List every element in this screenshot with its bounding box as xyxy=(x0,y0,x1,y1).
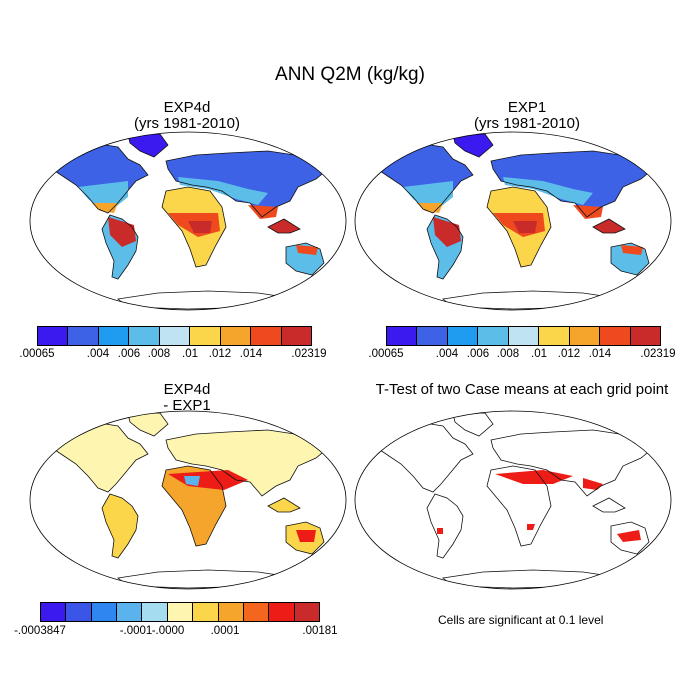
colorbar-swatch xyxy=(129,327,160,345)
colorbar-swatch xyxy=(117,603,143,621)
colorbar-tick-label: -.0000 xyxy=(151,625,185,637)
colorbar-swatch xyxy=(478,327,509,345)
colorbar-diff xyxy=(40,602,320,622)
colorbar-tick-label: .0001 xyxy=(210,625,240,637)
colorbar-tick-label: .00065 xyxy=(19,348,55,360)
panel-exp4d-subtitle: (yrs 1981-2010) xyxy=(134,115,240,132)
colorbar-tick-label: .008 xyxy=(147,348,171,360)
colorbar-swatch xyxy=(417,327,448,345)
colorbar-tick-label: .004 xyxy=(86,348,110,360)
colorbar-swatch xyxy=(91,603,118,621)
colorbar-tick-label: .004 xyxy=(435,348,459,360)
panel-ttest-title: T-Test of two Case means at each grid po… xyxy=(375,381,669,398)
colorbar-swatch xyxy=(600,327,631,345)
colorbar-swatch xyxy=(190,327,221,345)
colorbar-exp4d xyxy=(37,326,312,346)
colorbar-swatch xyxy=(569,327,601,345)
panel-exp1-subtitle: (yrs 1981-2010) xyxy=(474,115,580,132)
panel-exp4d-title: EXP4d xyxy=(163,99,211,116)
colorbar-tick-label: .014 xyxy=(239,348,263,360)
colorbar-swatch xyxy=(41,603,67,621)
colorbar-tick-label: .00181 xyxy=(302,625,338,637)
colorbar-swatch xyxy=(387,327,418,345)
colorbar-swatch xyxy=(66,603,92,621)
colorbar-tick-label: .02319 xyxy=(640,348,676,360)
colorbar-tick-label: .006 xyxy=(466,348,490,360)
colorbar-tick-label: -.0001 xyxy=(119,625,153,637)
colorbar-swatch xyxy=(220,327,252,345)
colorbar-tick-label: -.0003847 xyxy=(14,625,66,637)
colorbar-tick-label: .00065 xyxy=(368,348,404,360)
colorbar-tick-label: .014 xyxy=(588,348,612,360)
map-exp4d xyxy=(29,131,347,311)
colorbar-tick-label: .02319 xyxy=(291,348,327,360)
colorbar-swatch xyxy=(243,603,270,621)
colorbar-swatch xyxy=(68,327,99,345)
map-ttest xyxy=(354,410,672,590)
colorbar-tick-label: .012 xyxy=(208,348,232,360)
colorbar-swatch xyxy=(281,327,311,345)
colorbar-tick-label: .012 xyxy=(557,348,581,360)
colorbar-swatch xyxy=(630,327,660,345)
colorbar-swatch xyxy=(98,327,130,345)
figure-title: ANN Q2M (kg/kg) xyxy=(275,64,425,85)
colorbar-swatch xyxy=(218,603,244,621)
colorbar-exp1 xyxy=(386,326,661,346)
colorbar-tick-label: .01 xyxy=(531,348,547,360)
colorbar-swatch xyxy=(269,603,295,621)
colorbar-tick-label: .008 xyxy=(496,348,520,360)
colorbar-tick-label: .006 xyxy=(117,348,141,360)
colorbar-swatch xyxy=(508,327,540,345)
panel-exp1-title: EXP1 xyxy=(507,99,547,116)
colorbar-swatch xyxy=(142,603,168,621)
colorbar-swatch xyxy=(167,603,194,621)
colorbar-tick-label: .01 xyxy=(182,348,198,360)
colorbar-swatch xyxy=(251,327,282,345)
colorbar-swatch xyxy=(447,327,479,345)
significance-note: Cells are significant at 0.1 level xyxy=(438,613,604,627)
panel-diff-subtitle: - EXP1 xyxy=(163,397,211,414)
colorbar-swatch xyxy=(38,327,69,345)
panel-diff-title: EXP4d xyxy=(163,381,211,398)
map-diff xyxy=(29,410,347,590)
colorbar-swatch xyxy=(294,603,319,621)
map-exp1 xyxy=(354,131,672,311)
colorbar-swatch xyxy=(159,327,191,345)
colorbar-swatch xyxy=(193,603,219,621)
colorbar-swatch xyxy=(539,327,570,345)
